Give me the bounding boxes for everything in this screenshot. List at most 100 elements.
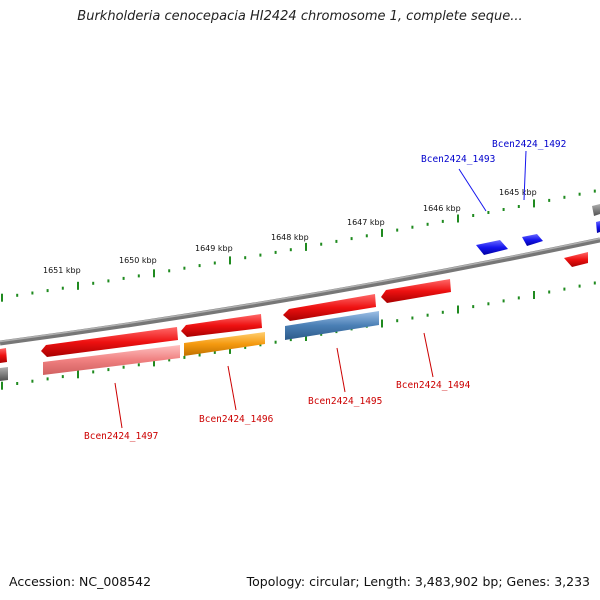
- major-tick: [533, 291, 535, 299]
- gene-label-bcen2424-1493[interactable]: Bcen2424_1493: [421, 154, 495, 165]
- minor-tick: [289, 248, 292, 252]
- minor-tick: [31, 291, 34, 295]
- minor-tick: [107, 279, 110, 283]
- minor-tick: [198, 264, 201, 268]
- minor-tick: [137, 363, 140, 367]
- gene-feature-bcen2424-1494[interactable]: [381, 279, 451, 303]
- gene-product-bcen2424-1496[interactable]: [184, 332, 265, 356]
- major-tick: [381, 228, 383, 237]
- minor-tick: [593, 281, 596, 285]
- gene-product-bcen2424-1495[interactable]: [285, 311, 379, 340]
- major-tick: [533, 199, 535, 208]
- gene-label-bcen2424-1497[interactable]: Bcen2424_1497: [84, 431, 158, 442]
- scale-label-1645: 1645 kbp: [499, 188, 537, 197]
- minor-tick: [274, 250, 277, 254]
- minor-tick: [213, 261, 216, 265]
- scale-label-1649: 1649 kbp: [195, 244, 233, 253]
- minor-tick: [548, 290, 551, 294]
- minor-tick: [396, 228, 399, 232]
- outer-scale-track: [1, 189, 596, 302]
- minor-tick: [396, 319, 399, 323]
- minor-tick: [274, 340, 277, 344]
- major-tick: [1, 293, 3, 302]
- gene-feature-forward-edge-red[interactable]: [564, 252, 588, 267]
- minor-tick: [563, 195, 566, 199]
- minor-tick: [472, 214, 475, 217]
- leader-line-bcen2424-1492: [523, 150, 527, 201]
- minor-tick: [61, 286, 64, 290]
- gene-product-left-edge-gray[interactable]: [0, 367, 8, 381]
- minor-tick: [502, 208, 505, 211]
- gene-feature-bcen2424-1497[interactable]: [41, 327, 178, 357]
- minor-tick: [593, 189, 596, 193]
- gene-label-bcen2424-1492[interactable]: Bcen2424_1492: [492, 139, 566, 150]
- major-tick: [305, 242, 307, 251]
- minor-tick: [16, 382, 19, 385]
- gene-feature-forward-bcen2424-1492[interactable]: [522, 234, 543, 246]
- leader-line-bcen2424-1497: [114, 382, 123, 429]
- gene-feature-left-edge-red[interactable]: [0, 348, 7, 363]
- major-tick: [305, 333, 307, 341]
- major-tick: [381, 319, 383, 328]
- minor-tick: [320, 332, 323, 336]
- minor-tick: [137, 274, 140, 278]
- gene-label-bcen2424-1494[interactable]: Bcen2424_1494: [396, 380, 471, 391]
- major-tick: [457, 214, 459, 223]
- minor-tick: [411, 225, 414, 229]
- scale-label-1646: 1646 kbp: [423, 204, 461, 213]
- scale-label-1650: 1650 kbp: [119, 256, 157, 265]
- chromosome-backbone: [0, 237, 600, 346]
- gene-feature-forward-bcen2424-1493[interactable]: [476, 240, 508, 255]
- gene-label-bcen2424-1495[interactable]: Bcen2424_1495: [308, 396, 382, 407]
- minor-tick: [426, 313, 429, 317]
- major-tick: [229, 256, 231, 265]
- minor-tick: [411, 316, 414, 320]
- minor-tick: [487, 211, 490, 214]
- minor-tick: [46, 289, 49, 293]
- minor-tick: [46, 377, 49, 381]
- minor-tick: [426, 222, 429, 226]
- minor-tick: [92, 281, 95, 285]
- minor-tick: [213, 350, 216, 354]
- minor-tick: [517, 205, 520, 208]
- minor-tick: [244, 256, 247, 260]
- leader-line-bcen2424-1496: [227, 365, 237, 411]
- major-tick: [77, 281, 79, 290]
- minor-tick: [441, 219, 444, 223]
- minor-tick: [107, 368, 110, 372]
- major-tick: [229, 345, 231, 354]
- gene-label-bcen2424-1496[interactable]: Bcen2424_1496: [199, 414, 274, 425]
- minor-tick: [335, 239, 338, 243]
- minor-tick: [168, 358, 171, 362]
- minor-tick: [61, 375, 64, 379]
- minor-tick: [517, 296, 520, 300]
- gene-product-bcen2424-1497[interactable]: [43, 345, 180, 375]
- minor-tick: [320, 242, 323, 246]
- minor-tick: [183, 355, 186, 359]
- topology-text: Topology: circular; Length: 3,483,902 bp…: [246, 574, 590, 589]
- minor-tick: [365, 234, 368, 238]
- minor-tick: [259, 343, 262, 347]
- major-tick: [1, 381, 3, 390]
- scale-label-1651: 1651 kbp: [43, 266, 81, 275]
- major-tick: [77, 370, 79, 379]
- gene-feature-bcen2424-1496[interactable]: [181, 314, 262, 337]
- gene-feature-forward-edge-blue[interactable]: [596, 221, 600, 233]
- scale-label-1647: 1647 kbp: [347, 218, 385, 227]
- minor-tick: [350, 237, 353, 241]
- minor-tick: [122, 365, 125, 369]
- chromosome-backbone-highlight: [0, 237, 600, 343]
- gene-feature-forward-edge-gray[interactable]: [592, 204, 600, 216]
- minor-tick: [472, 305, 475, 309]
- minor-tick: [487, 302, 490, 306]
- minor-tick: [92, 370, 95, 374]
- leader-line-bcen2424-1495: [336, 347, 346, 393]
- minor-tick: [548, 198, 551, 202]
- minor-tick: [198, 353, 201, 357]
- gene-feature-bcen2424-1495[interactable]: [283, 294, 376, 321]
- minor-tick: [563, 287, 566, 291]
- minor-tick: [183, 266, 186, 270]
- minor-tick: [244, 345, 247, 349]
- major-tick: [457, 305, 459, 314]
